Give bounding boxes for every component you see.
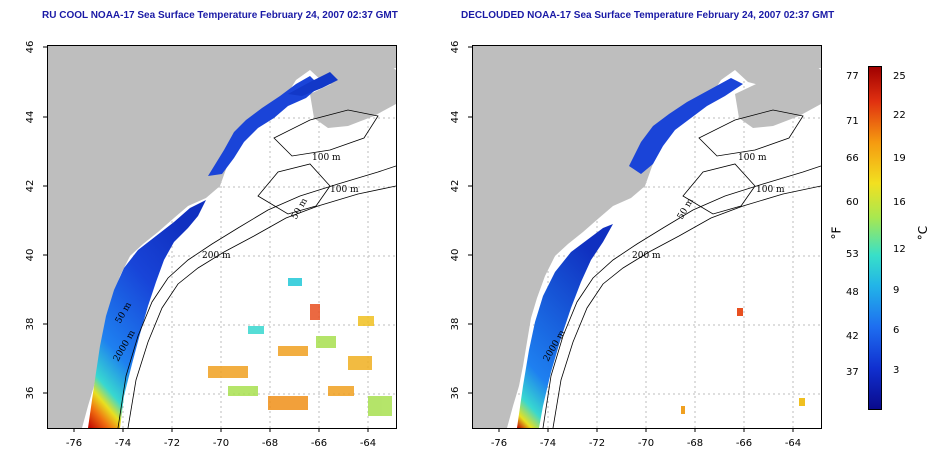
left-y-axis: 46 44 42 40 38 36 bbox=[25, 41, 47, 400]
x-tick-label: -72 bbox=[164, 438, 180, 449]
y-tick-label: 36 bbox=[450, 387, 461, 400]
land-nova-scotia bbox=[310, 64, 396, 128]
land-mass bbox=[473, 46, 821, 428]
celsius-tick: 19 bbox=[893, 153, 906, 164]
y-tick-label: 40 bbox=[450, 249, 461, 262]
right-sst-map bbox=[472, 45, 822, 429]
y-tick-label: 46 bbox=[25, 41, 36, 54]
x-tick-label: -74 bbox=[540, 438, 556, 449]
right-contour-labels: 100 m 100 m 50 m 200 m 2000 m bbox=[542, 153, 785, 364]
sst-gulf-of-maine bbox=[208, 76, 320, 176]
fahrenheit-tick: 48 bbox=[846, 287, 859, 298]
contour-label: 50 m bbox=[676, 196, 696, 221]
sst-offshore-patches bbox=[208, 278, 392, 416]
celsius-tick: 3 bbox=[893, 365, 900, 376]
x-tick-label: -68 bbox=[262, 438, 278, 449]
y-tick-label: 42 bbox=[450, 180, 461, 193]
fahrenheit-tick: 42 bbox=[846, 331, 859, 342]
right-map-title: DECLOUDED NOAA-17 Sea Surface Temperatur… bbox=[461, 10, 835, 21]
contour-label: 200 m bbox=[202, 251, 231, 261]
x-tick-label: -64 bbox=[785, 438, 801, 449]
temperature-colorbar bbox=[868, 66, 882, 410]
fahrenheit-tick: 53 bbox=[846, 249, 859, 260]
fahrenheit-tick: 71 bbox=[846, 116, 859, 127]
sst-gulf-of-maine bbox=[629, 78, 743, 174]
x-tick-label: -76 bbox=[66, 438, 82, 449]
celsius-unit-label: °C bbox=[916, 225, 931, 241]
celsius-tick: 25 bbox=[893, 71, 906, 82]
contour-label: 100 m bbox=[756, 185, 785, 195]
y-tick-label: 40 bbox=[25, 249, 36, 262]
right-y-axis: 46 44 42 40 38 36 bbox=[450, 41, 472, 400]
celsius-tick: 22 bbox=[893, 110, 906, 121]
y-tick-label: 38 bbox=[25, 318, 36, 331]
bathymetry-contours bbox=[117, 109, 396, 428]
contour-label: 2000 m bbox=[112, 328, 138, 363]
left-x-axis: -76 -74 -72 -70 -68 -66 -64 bbox=[66, 428, 376, 449]
fahrenheit-unit-label: °F bbox=[829, 226, 844, 240]
fahrenheit-tick: 60 bbox=[846, 197, 859, 208]
x-tick-label: -68 bbox=[687, 438, 703, 449]
left-contour-labels: 100 m 100 m 50 m 200 m 50 m 2000 m bbox=[112, 153, 359, 364]
x-tick-label: -70 bbox=[638, 438, 654, 449]
fahrenheit-tick: 66 bbox=[846, 153, 859, 164]
sst-coastal-band bbox=[517, 224, 613, 428]
celsius-tick: 6 bbox=[893, 325, 900, 336]
fahrenheit-tick: 77 bbox=[846, 71, 859, 82]
x-tick-label: -72 bbox=[589, 438, 605, 449]
left-map-title: RU COOL NOAA-17 Sea Surface Temperature … bbox=[42, 10, 398, 21]
contour-label: 50 m bbox=[114, 300, 134, 325]
contour-label: 100 m bbox=[330, 185, 359, 195]
x-tick-label: -66 bbox=[311, 438, 327, 449]
y-tick-label: 46 bbox=[450, 41, 461, 54]
sst-coastal-band bbox=[88, 200, 206, 428]
contour-label: 200 m bbox=[632, 251, 661, 261]
x-tick-label: -66 bbox=[736, 438, 752, 449]
x-tick-label: -74 bbox=[115, 438, 131, 449]
left-sst-map bbox=[47, 45, 397, 429]
land-mass bbox=[48, 46, 396, 428]
celsius-tick: 16 bbox=[893, 197, 906, 208]
x-tick-label: -70 bbox=[213, 438, 229, 449]
land-nova-scotia bbox=[735, 64, 821, 128]
bathymetry-contours bbox=[542, 109, 821, 428]
contour-label: 100 m bbox=[312, 153, 341, 163]
contour-label: 2000 m bbox=[542, 328, 568, 363]
sst-offshore-patches bbox=[681, 308, 805, 414]
celsius-tick: 12 bbox=[893, 244, 906, 255]
y-tick-label: 36 bbox=[25, 387, 36, 400]
x-tick-label: -76 bbox=[491, 438, 507, 449]
right-x-axis: -76 -74 -72 -70 -68 -66 -64 bbox=[491, 428, 801, 449]
fahrenheit-tick: 37 bbox=[846, 367, 859, 378]
sst-bay-of-fundy bbox=[288, 72, 338, 96]
y-tick-label: 44 bbox=[450, 111, 461, 124]
y-tick-label: 38 bbox=[450, 318, 461, 331]
y-tick-label: 42 bbox=[25, 180, 36, 193]
y-tick-label: 44 bbox=[25, 111, 36, 124]
celsius-tick: 9 bbox=[893, 285, 900, 296]
contour-label: 100 m bbox=[738, 153, 767, 163]
x-tick-label: -64 bbox=[360, 438, 376, 449]
contour-label: 50 m bbox=[290, 196, 310, 221]
